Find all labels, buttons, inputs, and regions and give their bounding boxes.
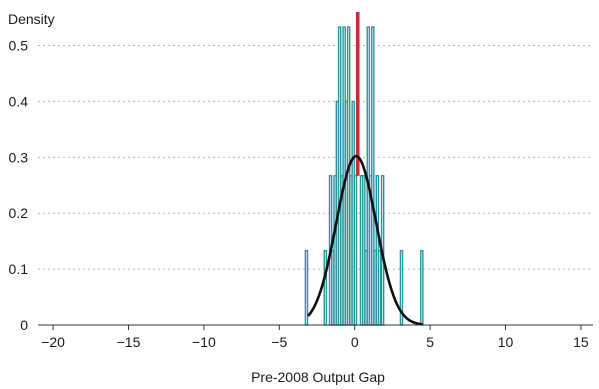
- y-tick-label: 0.4: [9, 93, 29, 109]
- y-axis-title: Density: [8, 11, 55, 27]
- gridlines: [38, 45, 593, 270]
- x-tick-label: −15: [117, 334, 141, 350]
- y-tick-label: 0.3: [9, 149, 29, 165]
- x-tick-label: 10: [498, 334, 514, 350]
- x-tick-label: −10: [192, 334, 216, 350]
- histogram-bar: [353, 175, 358, 326]
- x-tick-label: −5: [271, 334, 287, 350]
- x-tick-label: −20: [41, 334, 65, 350]
- y-tick-label: 0.1: [9, 261, 29, 277]
- y-tick-label: 0.2: [9, 205, 29, 221]
- x-tick-label: 15: [573, 334, 589, 350]
- x-axis-tick-labels: −20 −15 −10 −5 0 5 10 15: [41, 334, 589, 350]
- x-tick-label: 5: [426, 334, 434, 350]
- histogram-bar: [323, 249, 328, 326]
- x-tick-label: 0: [351, 334, 359, 350]
- y-axis-tick-labels: 0 0.1 0.2 0.3 0.4 0.5: [9, 38, 29, 333]
- marker-bar: [355, 12, 360, 176]
- density-curve-group: [306, 154, 423, 326]
- histogram-bar: [420, 249, 424, 326]
- y-tick-label: 0.5: [9, 38, 29, 54]
- density-curve: [306, 154, 423, 326]
- y-tick-label: 0: [20, 317, 28, 333]
- marker-bar-group: [355, 12, 360, 176]
- histogram-bar: [377, 249, 382, 326]
- histogram-bar: [304, 249, 309, 326]
- x-axis-title: Pre-2008 Output Gap: [251, 369, 385, 385]
- x-axis: [38, 324, 593, 330]
